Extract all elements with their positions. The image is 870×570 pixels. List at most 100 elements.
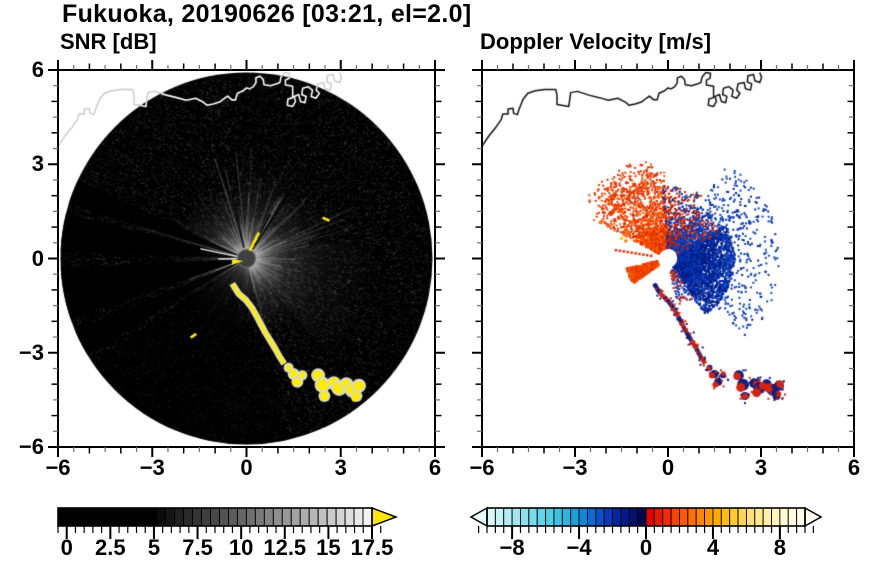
- colorbar-cell: [165, 507, 176, 527]
- colorbar-tick-label: 17.5: [350, 535, 394, 560]
- colorbar-cell: [729, 507, 739, 527]
- colorbar-cell: [308, 507, 319, 527]
- x-tick-label: 6: [428, 455, 442, 480]
- colorbar-cell: [299, 507, 310, 527]
- y-tick-label: −6: [18, 434, 44, 459]
- colorbar-outline: [57, 507, 373, 527]
- colorbar-cell: [653, 507, 664, 527]
- colorbar-cell: [561, 507, 572, 527]
- x-tick-label: −6: [45, 455, 71, 480]
- colorbar-cell: [687, 507, 697, 527]
- colorbar-cell: [219, 507, 229, 527]
- colorbar-cell: [263, 507, 274, 527]
- colorbar-cell: [317, 507, 328, 527]
- colorbar-cell: [628, 507, 639, 527]
- colorbar-cell: [228, 507, 238, 527]
- colorbar-tick-label: 15: [316, 535, 341, 560]
- colorbar-tick-label: 8: [773, 535, 787, 560]
- colorbar-cell: [290, 507, 301, 527]
- colorbar-cell: [603, 507, 613, 527]
- colorbar-tick-label: 10: [228, 535, 254, 560]
- colorbar-tick-label: 0: [639, 535, 653, 560]
- colorbar-cell: [344, 507, 355, 527]
- snr-ppi-plot: [58, 70, 435, 447]
- colorbar-cell: [720, 507, 731, 527]
- colorbar-cell: [578, 507, 588, 527]
- doppler-ppi-plot: [482, 70, 854, 447]
- y-tick-label: 3: [31, 151, 44, 177]
- colorbar-cell: [670, 507, 680, 527]
- colorbar-cell: [272, 507, 283, 527]
- colorbar-cell: [796, 507, 806, 527]
- colorbar-outline: [486, 507, 806, 527]
- x-tick-label: −3: [139, 455, 165, 480]
- colorbar-cell: [326, 507, 337, 527]
- doppler-panel-title: Doppler Velocity [m/s]: [480, 29, 712, 54]
- colorbar-cell: [637, 507, 647, 527]
- colorbar-cell: [66, 507, 77, 527]
- colorbar-tick-label: −4: [566, 535, 592, 560]
- snr-panel-title: SNR [dB]: [60, 29, 157, 54]
- colorbar-cell: [362, 507, 373, 527]
- colorbar-cell: [120, 507, 131, 527]
- colorbar-cell: [586, 507, 597, 527]
- colorbar-tick-label: 5: [147, 535, 161, 560]
- colorbar-cell: [84, 507, 95, 527]
- y-tick-label: −3: [18, 339, 44, 365]
- colorbar-cell: [612, 507, 622, 527]
- colorbar-cell: [570, 507, 580, 527]
- colorbar-cell: [754, 507, 764, 527]
- colorbar-cell: [236, 507, 247, 527]
- colorbar-cell: [335, 507, 346, 527]
- colorbar-cell: [595, 507, 605, 527]
- colorbar-cell: [494, 507, 505, 527]
- colorbar-cell: [645, 507, 655, 527]
- x-tick-label: −6: [469, 455, 495, 480]
- colorbar-cell: [93, 507, 104, 527]
- colorbar-tick-label: 4: [706, 535, 720, 560]
- colorbar-cell: [503, 507, 513, 527]
- colorbar-cell: [254, 507, 265, 527]
- colorbar-cell: [201, 507, 211, 527]
- colorbar-cell: [511, 507, 521, 527]
- x-tick-label: 0: [240, 455, 253, 480]
- colorbar-cell: [192, 507, 202, 527]
- colorbar-tick-label: 0: [60, 535, 73, 560]
- colorbar-cell: [536, 507, 547, 527]
- colorbar-cell: [787, 507, 798, 527]
- colorbar-cell: [528, 507, 538, 527]
- colorbar-cell: [174, 507, 185, 527]
- colorbar-cell: [102, 507, 113, 527]
- colorbar-cell: [712, 507, 722, 527]
- colorbar-cell: [662, 507, 672, 527]
- colorbar-cell: [183, 507, 194, 527]
- colorbar-cell: [695, 507, 706, 527]
- colorbar-cell: [111, 507, 122, 527]
- colorbar-cell: [353, 507, 364, 527]
- colorbar-cell: [520, 507, 530, 527]
- colorbar-cell: [762, 507, 772, 527]
- y-tick-label: 0: [31, 245, 44, 271]
- colorbar-cell: [147, 507, 158, 527]
- colorbar-cell: [281, 507, 292, 527]
- x-tick-label: −3: [562, 455, 588, 480]
- colorbar-cell: [245, 507, 256, 527]
- colorbar-cell: [679, 507, 689, 527]
- colorbar-over-arrow: [804, 506, 823, 528]
- figure-title: Fukuoka, 20190626 [03:21, el=2.0]: [62, 0, 472, 28]
- colorbar-cell: [704, 507, 714, 527]
- colorbar-cell: [545, 507, 555, 527]
- colorbar-cell: [129, 507, 140, 527]
- colorbar-cell: [75, 507, 86, 527]
- colorbar-cell: [210, 507, 220, 527]
- colorbar-cell: [553, 507, 563, 527]
- x-tick-label: 3: [334, 455, 347, 480]
- colorbar-tick-label: 2.5: [95, 535, 126, 560]
- colorbar-under-arrow: [469, 506, 488, 528]
- y-tick-label: 6: [31, 57, 44, 82]
- colorbar-cell: [620, 507, 630, 527]
- colorbar-cell: [138, 507, 149, 527]
- colorbar-tick-label: 12.5: [263, 535, 307, 560]
- colorbar-cell: [156, 507, 167, 527]
